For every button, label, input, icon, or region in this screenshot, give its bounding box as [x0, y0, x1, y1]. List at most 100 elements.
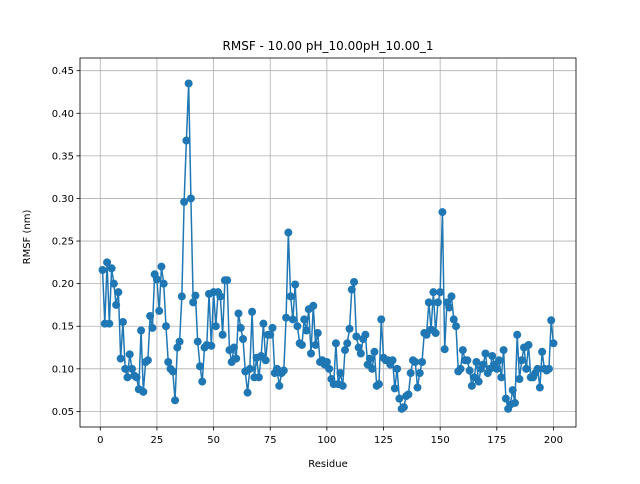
- marker: [456, 364, 465, 373]
- y-axis-label: RMSF (nm): [22, 210, 33, 265]
- marker: [547, 316, 556, 325]
- x-tick-label: 50: [207, 435, 220, 446]
- x-tick-label: 0: [97, 435, 103, 446]
- y-tick-label: 0.15: [52, 322, 74, 333]
- y-tick-label: 0.05: [52, 407, 74, 418]
- y-tick-label: 0.25: [52, 237, 74, 248]
- marker: [259, 319, 268, 328]
- marker: [472, 358, 481, 367]
- marker: [284, 228, 293, 237]
- marker: [322, 358, 331, 367]
- marker: [467, 381, 476, 390]
- marker: [182, 136, 191, 145]
- marker: [155, 306, 164, 315]
- marker: [510, 398, 519, 407]
- marker: [180, 197, 189, 206]
- marker: [116, 354, 125, 363]
- marker: [211, 322, 220, 331]
- marker: [302, 326, 311, 335]
- y-tick-label: 0.10: [52, 364, 74, 375]
- marker: [159, 279, 168, 288]
- marker: [413, 383, 422, 392]
- marker: [331, 339, 340, 348]
- marker: [109, 279, 118, 288]
- marker: [164, 358, 173, 367]
- marker: [207, 341, 216, 350]
- marker: [411, 358, 420, 367]
- marker: [433, 298, 442, 307]
- chart-title: RMSF - 10.00 pH_10.00pH_10.00_1: [223, 39, 434, 53]
- marker: [268, 323, 277, 332]
- marker: [128, 364, 137, 373]
- marker: [399, 403, 408, 412]
- marker: [137, 326, 146, 335]
- marker: [533, 364, 542, 373]
- y-tick-label: 0.35: [52, 151, 74, 162]
- marker: [286, 292, 295, 301]
- marker: [449, 315, 458, 324]
- y-tick-label: 0.40: [52, 109, 74, 120]
- marker: [198, 377, 207, 386]
- marker: [406, 369, 415, 378]
- marker: [254, 373, 263, 382]
- marker: [501, 394, 510, 403]
- marker: [261, 356, 270, 365]
- marker: [239, 335, 248, 344]
- marker: [474, 377, 483, 386]
- marker: [388, 356, 397, 365]
- marker: [291, 280, 300, 289]
- marker: [497, 373, 506, 382]
- marker: [191, 291, 200, 300]
- marker: [189, 298, 198, 307]
- marker: [275, 381, 284, 390]
- marker: [223, 276, 232, 285]
- y-tick-label: 0.20: [52, 279, 74, 290]
- marker: [465, 366, 474, 375]
- marker: [418, 358, 427, 367]
- x-tick-label: 100: [317, 435, 336, 446]
- marker: [347, 285, 356, 294]
- marker: [245, 364, 254, 373]
- marker: [544, 364, 553, 373]
- marker: [390, 384, 399, 393]
- marker: [236, 323, 245, 332]
- marker: [350, 277, 359, 286]
- marker: [436, 288, 445, 297]
- marker: [377, 315, 386, 324]
- marker: [495, 356, 504, 365]
- marker: [345, 324, 354, 333]
- marker: [171, 396, 180, 405]
- marker: [338, 381, 347, 390]
- marker: [513, 330, 522, 339]
- marker: [146, 312, 155, 321]
- marker: [374, 380, 383, 389]
- marker: [481, 349, 490, 358]
- marker: [112, 300, 121, 309]
- marker: [361, 330, 370, 339]
- marker: [549, 339, 558, 348]
- marker: [368, 364, 377, 373]
- marker: [266, 330, 275, 339]
- marker: [161, 322, 170, 331]
- marker: [143, 356, 152, 365]
- marker: [438, 208, 447, 217]
- marker: [415, 369, 424, 378]
- marker: [157, 262, 166, 271]
- marker: [445, 303, 454, 312]
- marker: [492, 364, 501, 373]
- marker: [463, 356, 472, 365]
- marker: [343, 339, 352, 348]
- marker: [229, 343, 238, 352]
- marker: [524, 340, 533, 349]
- marker: [404, 390, 413, 399]
- marker: [300, 315, 309, 324]
- plot-frame: [79, 57, 577, 428]
- marker: [538, 347, 547, 356]
- x-tick-label: 25: [151, 435, 164, 446]
- marker: [429, 288, 438, 297]
- marker: [395, 394, 404, 403]
- marker: [148, 323, 157, 332]
- marker: [424, 298, 433, 307]
- marker: [184, 79, 193, 88]
